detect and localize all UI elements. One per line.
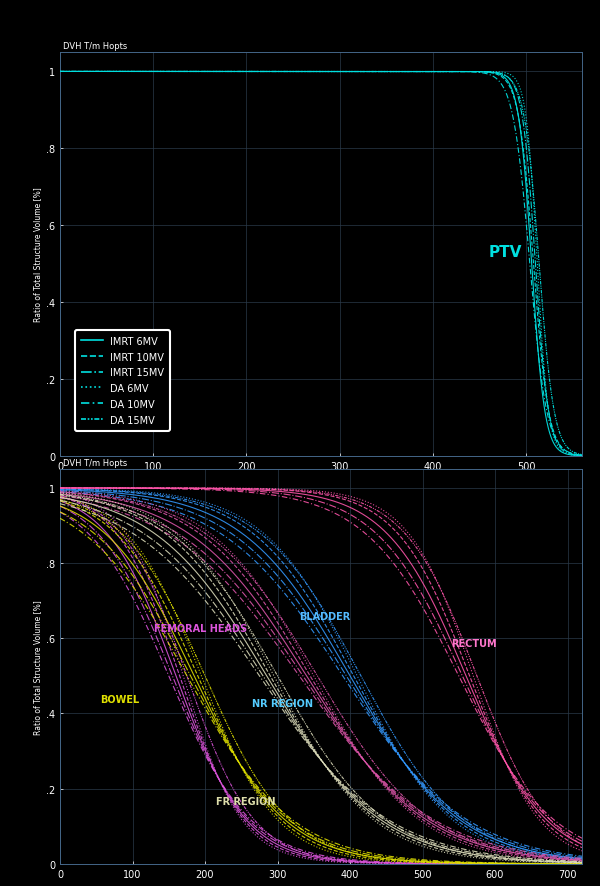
- Text: PTV: PTV: [489, 245, 522, 260]
- Text: DVH T/m Hopts: DVH T/m Hopts: [62, 43, 127, 51]
- Legend: IMRT 6MV, IMRT 10MV, IMRT 15MV, DA 6MV, DA 10MV, DA 15MV: IMRT 6MV, IMRT 10MV, IMRT 15MV, DA 6MV, …: [76, 330, 170, 431]
- Text: BLADDER: BLADDER: [299, 612, 350, 622]
- Text: NR REGION: NR REGION: [252, 698, 313, 708]
- Text: DVH T/m Hopts: DVH T/m Hopts: [62, 459, 127, 468]
- Y-axis label: Ratio of Total Structure Volume [%]: Ratio of Total Structure Volume [%]: [33, 188, 42, 322]
- Text: RECTUM: RECTUM: [452, 638, 497, 648]
- Y-axis label: Ratio of Total Structure Volume [%]: Ratio of Total Structure Volume [%]: [33, 600, 42, 734]
- Text: FEMORAL HEADS: FEMORAL HEADS: [154, 623, 247, 633]
- Text: BOWEL: BOWEL: [100, 695, 139, 704]
- Text: FR REGION: FR REGION: [216, 796, 275, 805]
- Text: Dose [cGy]: Dose [cGy]: [294, 493, 348, 502]
